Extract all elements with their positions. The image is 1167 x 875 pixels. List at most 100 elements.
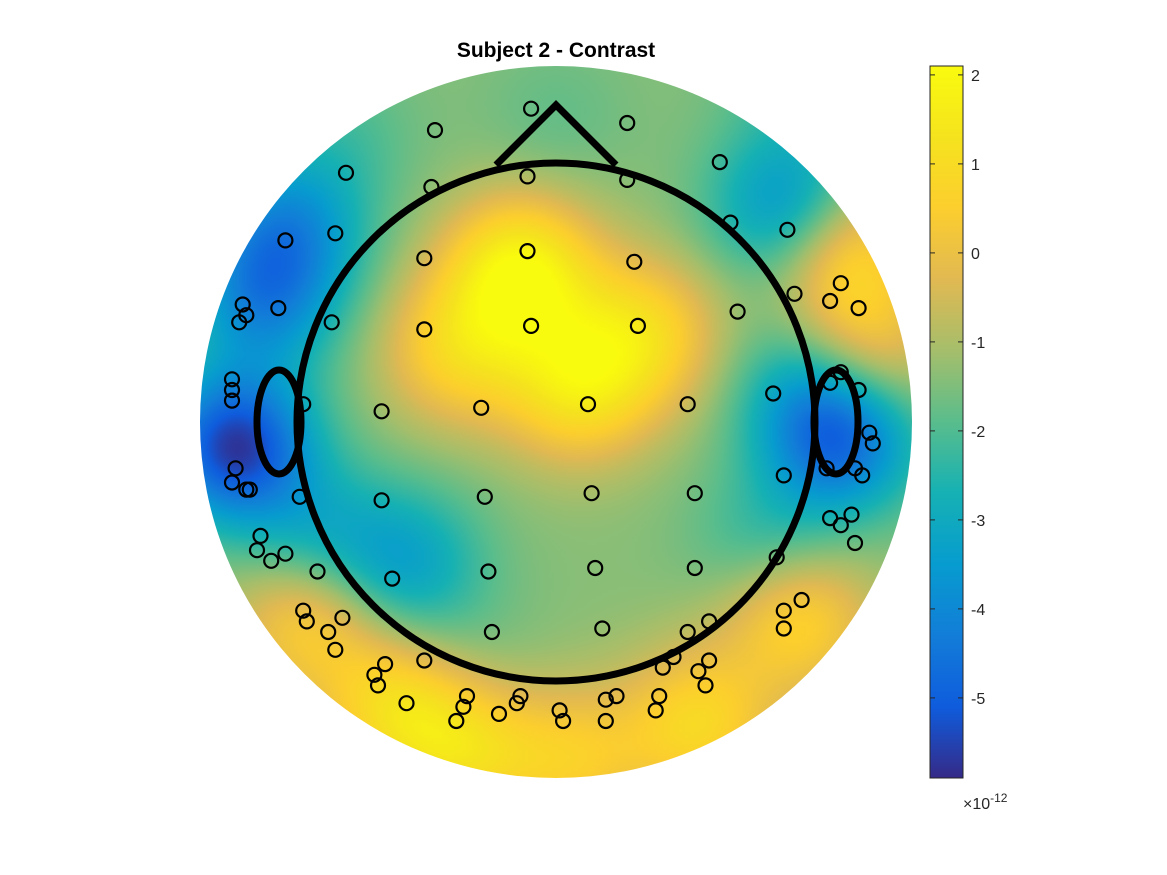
electrode-marker xyxy=(554,712,572,730)
electrode-marker xyxy=(854,467,871,484)
electrode-marker xyxy=(309,563,326,580)
electrode-marker xyxy=(619,114,636,132)
electrode-marker xyxy=(629,317,647,334)
electrode-marker xyxy=(786,285,803,302)
electrode-marker xyxy=(291,488,308,505)
colorbar-exponent-prefix: ×10 xyxy=(963,796,990,813)
electrode-marker xyxy=(846,534,864,552)
colorbar-tick-label: -3 xyxy=(971,513,985,530)
electrode-marker xyxy=(337,164,355,181)
nose-outline xyxy=(493,100,619,168)
electrode-marker xyxy=(768,549,785,566)
chart-title: Subject 2 - Contrast xyxy=(457,39,655,62)
electrode-marker xyxy=(476,488,493,505)
electrode-marker xyxy=(583,485,600,502)
electrode-marker xyxy=(594,620,611,637)
colorbar-tick-label: -4 xyxy=(971,602,985,619)
electrode-marker xyxy=(679,623,696,641)
electrode-marker xyxy=(579,396,597,413)
scalp-field xyxy=(200,66,912,778)
colorbar-tick-label: -1 xyxy=(971,335,985,352)
electrode-marker xyxy=(320,623,337,641)
electrode-marker xyxy=(647,702,664,719)
electrode-marker xyxy=(700,613,718,630)
electrode-marker xyxy=(234,296,251,313)
colorbar-tick-label: -5 xyxy=(971,691,985,708)
electrode-marker xyxy=(654,659,671,676)
electrode-marker xyxy=(690,663,707,680)
electrode-marker xyxy=(490,705,508,723)
electrode-marker xyxy=(327,641,344,658)
electrode-marker xyxy=(366,666,383,683)
electrode-marker xyxy=(608,687,625,705)
electrode-marker xyxy=(832,517,849,534)
field-heatmap xyxy=(200,66,912,778)
electrode-marker xyxy=(775,602,792,619)
electrode-marker xyxy=(416,321,433,338)
electrode-marker xyxy=(864,435,881,452)
electrode-marker xyxy=(832,275,849,292)
electrode-marker xyxy=(223,474,241,491)
electrode-marker xyxy=(700,652,718,669)
electrode-marker xyxy=(223,392,241,409)
colorbar-tick-label: 1 xyxy=(971,157,980,174)
electrode-marker xyxy=(377,655,394,673)
electrode-marker xyxy=(298,613,315,630)
electrode-marker xyxy=(697,677,714,694)
electrode-marker xyxy=(455,698,472,715)
electrode-marker xyxy=(369,677,387,694)
colorbar-tick-label: 0 xyxy=(971,246,980,263)
electrode-marker xyxy=(519,168,536,185)
colorbar-tick-label: 2 xyxy=(971,68,980,85)
electrode-marker xyxy=(416,652,433,669)
electrode-marker xyxy=(384,570,401,587)
electrode-marker xyxy=(821,374,839,391)
electrode-marker xyxy=(665,648,682,666)
electrode-marker xyxy=(473,399,490,416)
electrode-marker xyxy=(850,300,867,317)
electrode-marker xyxy=(448,712,465,730)
head-circle xyxy=(293,159,819,685)
electrode-marker xyxy=(223,371,241,388)
electrode-marker xyxy=(775,467,792,484)
electrode-marker xyxy=(295,602,312,619)
electrode-marker xyxy=(423,178,440,196)
colorbar-ticks: 2 1 0 -1 -2 -3 -4 -5 xyxy=(930,68,985,708)
electrode-marker xyxy=(334,609,351,626)
electrode-marker xyxy=(241,481,258,498)
electrode-marker xyxy=(522,100,540,117)
electrode-marker xyxy=(686,485,703,502)
electrode-marker xyxy=(416,250,433,267)
electrode-marker xyxy=(373,403,390,420)
electrode-marker xyxy=(832,364,849,381)
electrode-marker xyxy=(519,243,536,260)
electrode-marker xyxy=(729,303,746,320)
colorbar-frame xyxy=(929,65,964,779)
electrode-marker xyxy=(711,154,728,171)
electrode-marker xyxy=(821,292,839,310)
electrode-marker xyxy=(223,381,241,399)
electrode-marker xyxy=(597,712,614,730)
electrode-marker xyxy=(551,702,568,719)
electrode-marker xyxy=(483,623,500,641)
colorbar-exponent-value: -12 xyxy=(990,791,1008,805)
electrode-marker xyxy=(587,559,604,577)
electrode-marker xyxy=(323,314,340,331)
electrode-marker xyxy=(779,221,796,238)
electrode-marker xyxy=(277,545,294,562)
electrode-marker xyxy=(398,695,415,712)
electrode-marker xyxy=(843,506,860,523)
electrode-marker xyxy=(263,552,280,569)
electrode-marker xyxy=(626,253,643,270)
electrode-marker xyxy=(295,396,312,413)
electrodes xyxy=(223,100,881,730)
electrode-marker xyxy=(277,232,294,249)
electrode-marker xyxy=(679,396,696,413)
electrode-marker xyxy=(722,214,739,231)
electrode-marker xyxy=(818,460,835,477)
colorbar-exponent: ×10-12 xyxy=(963,791,1008,813)
electrode-marker xyxy=(270,300,287,317)
colorbar: 2 1 0 -1 -2 -3 -4 -5 ×10-12 xyxy=(929,65,1008,813)
electrode-marker xyxy=(512,687,529,705)
